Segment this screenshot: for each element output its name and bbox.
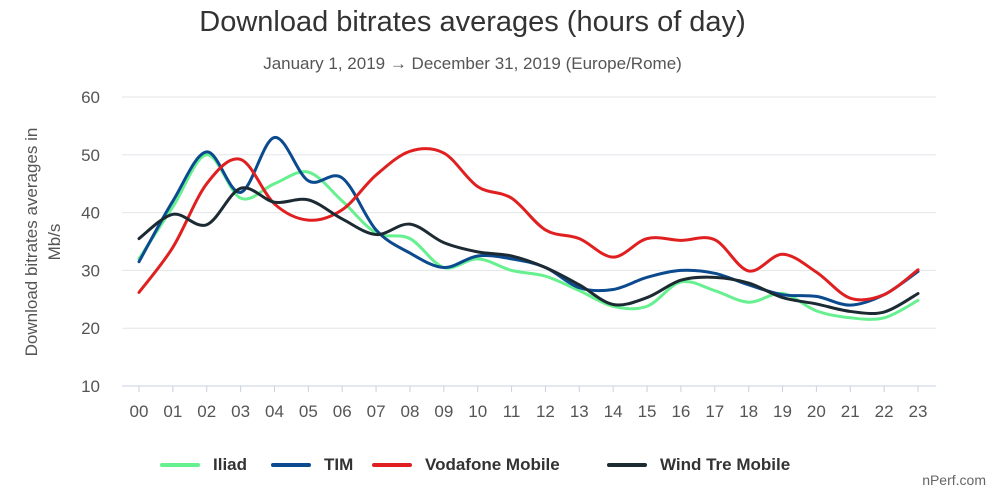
series-points-tim [138, 136, 920, 307]
x-tick-label: 09 [434, 402, 453, 421]
legend-swatch [271, 463, 311, 467]
x-tick-label: 08 [400, 402, 419, 421]
y-axis: 10 20 30 40 50 60 [81, 88, 100, 396]
x-tick-label: 18 [739, 402, 758, 421]
x-tick-label: 01 [163, 402, 182, 421]
x-tick-label: 00 [130, 402, 149, 421]
y-tick-label: 10 [81, 377, 100, 396]
series-line-vodafone-mobile [137, 147, 920, 302]
grid-lines [122, 96, 936, 387]
legend-item-vodafone-mobile[interactable]: Vodafone Mobile [372, 452, 560, 478]
x-tick-label: 15 [638, 402, 657, 421]
series-lines [137, 135, 920, 321]
legend-swatch [160, 463, 200, 467]
x-tick-label: 23 [909, 402, 928, 421]
chart-title: Download bitrates averages (hours of day… [199, 6, 746, 38]
legend-label: Vodafone Mobile [425, 455, 560, 474]
y-tick-label: 50 [81, 146, 100, 165]
legend-label: Iliad [213, 455, 248, 474]
x-tick-label: 07 [367, 402, 386, 421]
x-tick-label: 06 [333, 402, 352, 421]
legend-item-tim[interactable]: TIM [271, 452, 353, 478]
x-tick-label: 14 [604, 402, 623, 421]
legend-item-wind-tre-mobile[interactable]: Wind Tre Mobile [607, 452, 790, 478]
y-axis-label-line-2: Mb/s [45, 224, 64, 261]
x-tick-label: 12 [536, 402, 555, 421]
x-tick-label: 17 [705, 402, 724, 421]
series-line-tim [137, 135, 920, 307]
legend: Iliad TIM Vodafone Mobile Wind Tre Mobile [0, 452, 1000, 478]
y-tick-label: 40 [81, 204, 100, 223]
y-axis-label-line-1: Download bitrates averages in [22, 128, 41, 357]
legend-swatch [372, 463, 412, 467]
y-tick-label: 30 [81, 261, 100, 280]
y-tick-label: 60 [81, 88, 100, 107]
chart-subtitle: January 1, 2019 → December 31, 2019 (Eur… [263, 54, 682, 73]
legend-item-iliad[interactable]: Iliad [160, 452, 247, 478]
x-tick-label: 04 [265, 402, 284, 421]
x-tick-label: 03 [231, 402, 250, 421]
x-tick-label: 21 [841, 402, 860, 421]
x-tick-label: 10 [468, 402, 487, 421]
series-line-wind-tre-mobile [137, 186, 920, 316]
x-tick-label: 02 [197, 402, 216, 421]
x-tick-label: 16 [671, 402, 690, 421]
x-tick-label: 20 [807, 402, 826, 421]
legend-label: Wind Tre Mobile [660, 455, 791, 474]
x-tick-label: 05 [299, 402, 318, 421]
x-tick-label: 19 [773, 402, 792, 421]
x-tick-label: 22 [875, 402, 894, 421]
legend-swatch [607, 463, 647, 467]
x-tick-label: 13 [570, 402, 589, 421]
legend-label: TIM [324, 455, 354, 474]
y-tick-label: 20 [81, 319, 100, 338]
x-axis: 00 01 02 03 04 05 06 07 08 09 10 11 12 13 14 15 16 17 18 19… [130, 386, 928, 421]
x-tick-label: 11 [503, 402, 521, 421]
credit-text: nPerf.com [922, 472, 986, 488]
